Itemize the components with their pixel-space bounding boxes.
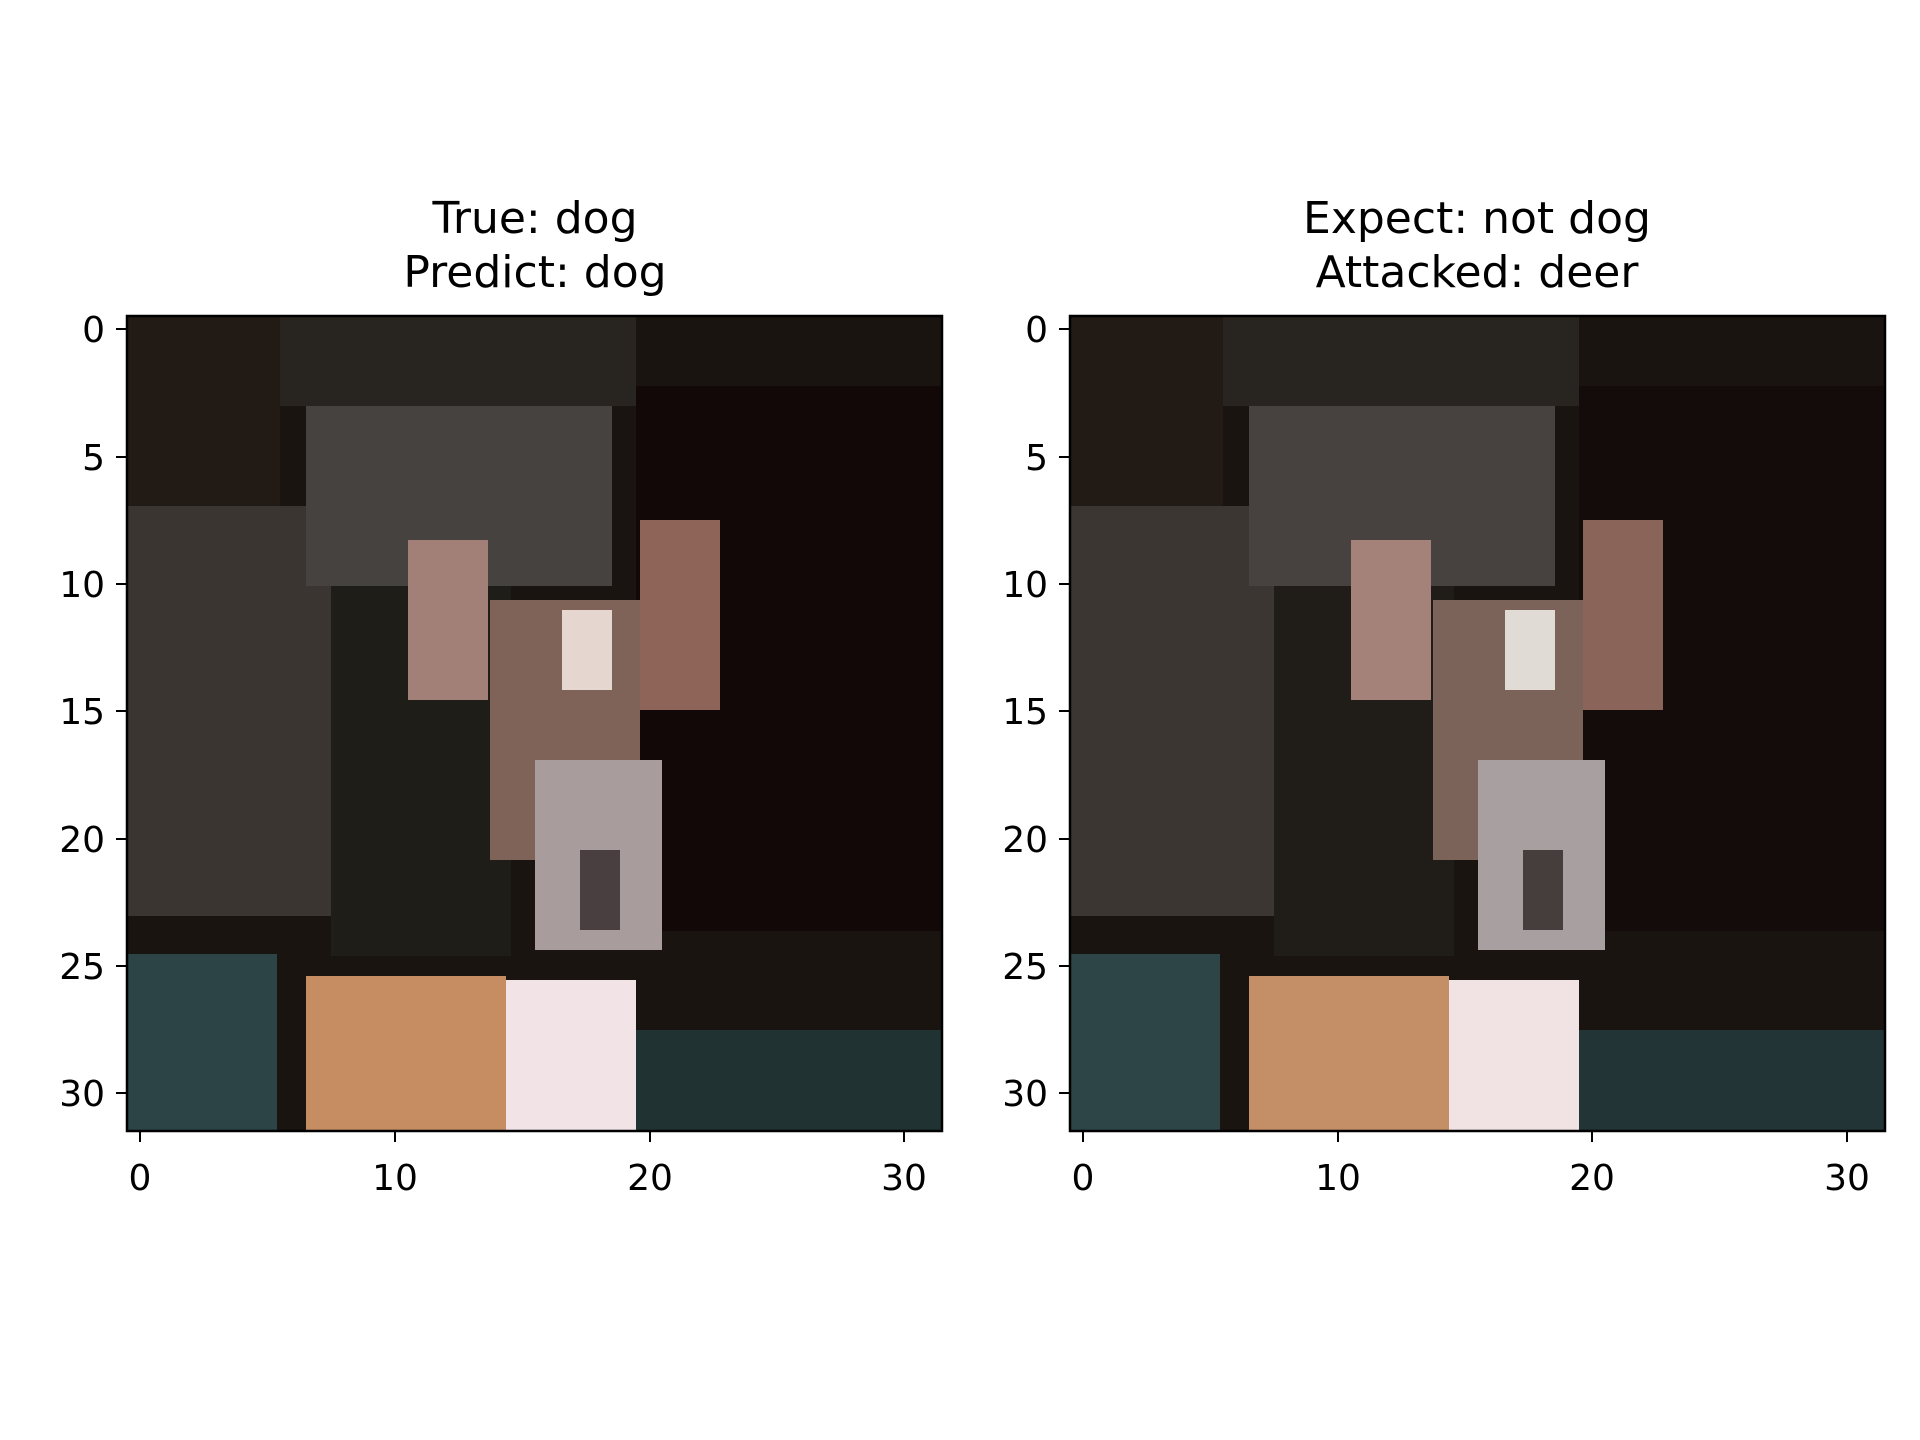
panel-attacked-y-ticks: 0 5 10 15 20 25 30 bbox=[1002, 310, 1070, 1115]
region-floor-right bbox=[1579, 1030, 1885, 1131]
region-ear-right bbox=[1583, 520, 1663, 710]
y-tick-label: 15 bbox=[1002, 692, 1048, 733]
x-tick-label: 10 bbox=[372, 1158, 418, 1199]
region-upper-left bbox=[127, 316, 280, 506]
panel-attacked-title-line-2: Attacked: deer bbox=[1316, 247, 1640, 298]
x-tick-label: 0 bbox=[1072, 1158, 1095, 1199]
region-chest-white bbox=[506, 980, 636, 1131]
x-tick-label: 30 bbox=[881, 1158, 927, 1199]
y-tick-label: 0 bbox=[82, 310, 105, 351]
panel-original-image bbox=[125, 314, 944, 1133]
region-nose bbox=[1523, 850, 1563, 930]
region-upper-left bbox=[1070, 316, 1223, 506]
y-tick-label: 25 bbox=[59, 947, 105, 988]
panel-attacked-title-line-1: Expect: not dog bbox=[1303, 193, 1651, 244]
region-ear-left bbox=[408, 540, 488, 700]
y-tick-label: 20 bbox=[59, 820, 105, 861]
y-tick-label: 10 bbox=[1002, 565, 1048, 606]
y-tick-label: 0 bbox=[1025, 310, 1048, 351]
x-tick-label: 30 bbox=[1824, 1158, 1870, 1199]
y-tick-label: 30 bbox=[59, 1074, 105, 1115]
y-tick-label: 15 bbox=[59, 692, 105, 733]
region-upper-mid bbox=[1223, 316, 1579, 406]
y-tick-label: 5 bbox=[82, 438, 105, 479]
region-face-highlight bbox=[1505, 610, 1555, 690]
panel-original-frame bbox=[125, 314, 944, 1133]
x-tick-label: 0 bbox=[129, 1158, 152, 1199]
y-tick-label: 30 bbox=[1002, 1074, 1048, 1115]
y-tick-label: 25 bbox=[1002, 947, 1048, 988]
panel-attacked-image bbox=[1068, 314, 1887, 1133]
y-tick-label: 10 bbox=[59, 565, 105, 606]
x-tick-label: 10 bbox=[1315, 1158, 1361, 1199]
region-ear-left bbox=[1351, 540, 1431, 700]
region-fur-orange bbox=[306, 976, 506, 1131]
region-fur-orange bbox=[1249, 976, 1449, 1131]
region-ear-right bbox=[640, 520, 720, 710]
panel-original-title-line-1: True: dog bbox=[431, 193, 637, 244]
x-tick-label: 20 bbox=[1569, 1158, 1615, 1199]
panel-original-x-ticks: 0 10 20 30 bbox=[129, 1131, 927, 1199]
region-upper-mid bbox=[280, 316, 636, 406]
panel-original: True: dog Predict: dog bbox=[59, 193, 944, 1199]
panel-original-y-ticks: 0 5 10 15 20 25 30 bbox=[59, 310, 127, 1115]
panel-attacked: Expect: not dog Attacked: deer bbox=[1002, 193, 1887, 1199]
region-floor-teal bbox=[1070, 954, 1220, 1131]
region-chest-white bbox=[1449, 980, 1579, 1131]
region-face-highlight bbox=[562, 610, 612, 690]
region-floor-teal bbox=[127, 954, 277, 1131]
panel-original-title-line-2: Predict: dog bbox=[403, 247, 666, 298]
y-tick-label: 20 bbox=[1002, 820, 1048, 861]
region-nose bbox=[580, 850, 620, 930]
x-tick-label: 20 bbox=[627, 1158, 673, 1199]
y-tick-label: 5 bbox=[1025, 438, 1048, 479]
panel-attacked-frame bbox=[1068, 314, 1887, 1133]
panel-attacked-x-ticks: 0 10 20 30 bbox=[1072, 1131, 1870, 1199]
region-floor-right bbox=[636, 1030, 942, 1131]
